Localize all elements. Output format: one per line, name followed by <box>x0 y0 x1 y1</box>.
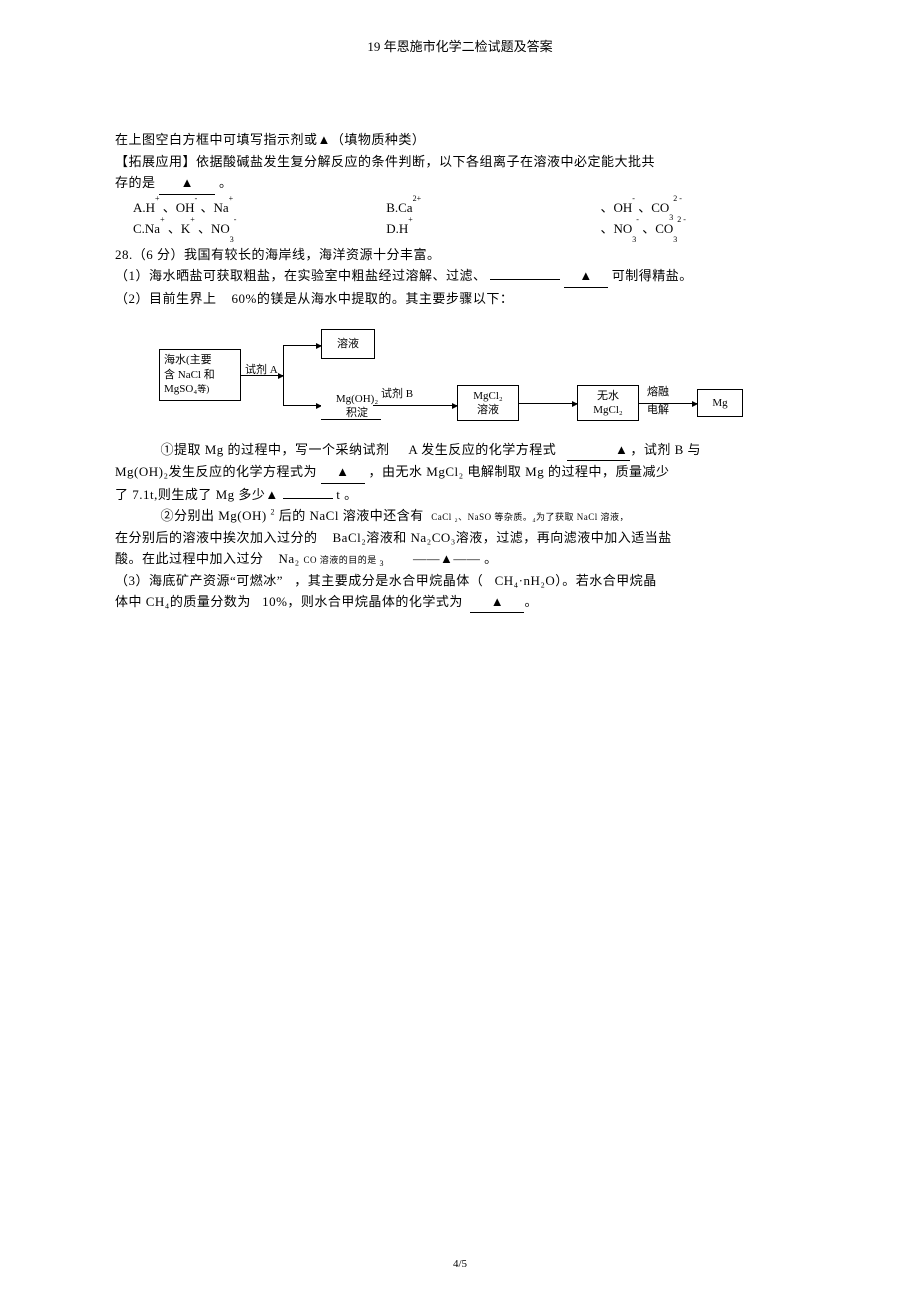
q28-head: 28.（6 分）我国有较长的海岸线，海洋资源十分丰富。 <box>115 244 805 265</box>
p-6: 酸。在此过程中加入过分 Na₂ CO 溶液的目的是 3 ——▲—— 。 <box>115 548 805 569</box>
p-3: 了 7.1t,则生成了 Mg 多少▲ t 。 <box>115 484 805 505</box>
option-row-2: C.Na+ 、K+ 、NO3- D.H+ 、NO3- 、CO32 - <box>133 218 805 239</box>
p-7: （3）海底矿产资源“可燃冰” ，其主要成分是水合甲烷晶体（ CH₄·nH₂O）。… <box>115 570 805 591</box>
option-b: B.Ca2+ <box>386 197 600 218</box>
flow-node-solution: 溶液 <box>321 329 375 359</box>
p6-small: CO 溶液的目的是 3 <box>303 555 386 565</box>
blank <box>567 439 630 461</box>
line-2b: 存的是 。 <box>115 172 805 194</box>
p-8: 体中 CH₄的质量分数为 10%，则水合甲烷晶体的化学式为 。 <box>115 591 805 613</box>
page-number: 4/5 <box>453 1258 467 1270</box>
q28-2: （2）目前生界上 60%的镁是从海水中提取的。其主要步骤以下： <box>115 288 805 309</box>
p-1: ①提取 Mg 的过程中，写一个采纳试剂 A 发生反应的化学方程式 ，试剂 B 与 <box>115 439 805 461</box>
line-2a: 【拓展应用】依据酸碱盐发生复分解反应的条件判断，以下各组离子在溶液中必定能大批共 <box>115 151 805 172</box>
flow-arrow-5 <box>639 403 697 404</box>
option-d: D.H+ <box>386 218 600 239</box>
blank-tri <box>564 265 608 287</box>
flow-arrow-down <box>283 405 321 406</box>
flow-underline-1 <box>321 419 381 420</box>
page-footer: 4/5 <box>0 1255 920 1273</box>
flow-node-anhydrous: 无水 MgCl₂ <box>577 385 639 421</box>
flow-node-seawater: 海水(主要 含 NaCl 和 MgSO₄等) <box>159 349 241 401</box>
option-block: A.H+ 、OH- 、Na+ B.Ca2+ 、OH- 、CO32 - C.Na+… <box>115 197 805 240</box>
line-1: 在上图空白方框中可填写指示剂或▲（填物质种类） <box>115 129 805 150</box>
q28-1: （1）海水晒盐可获取粗盐，在实验室中粗盐经过溶解、过滤、 可制得精盐。 <box>115 265 805 287</box>
blank <box>470 591 524 613</box>
flow-arrow-3 <box>373 405 457 406</box>
p-2: Mg(OH)₂发生反应的化学方程式为 ，由无水 MgCl₂ 电解制取 Mg 的过… <box>115 461 805 483</box>
flow-branch <box>283 345 284 405</box>
page: 19 年恩施市化学二检试题及答案 在上图空白方框中可填写指示剂或▲（填物质种类）… <box>0 0 920 1303</box>
p-4: ②分别出 Mg(OH) 2 后的 NaCl 溶液中还含有 CaCl ₂、NaSO… <box>115 505 805 526</box>
blank <box>283 485 333 499</box>
flow-arrow-4 <box>519 403 577 404</box>
option-b-rest: 、OH- 、CO32 - <box>600 197 805 218</box>
blank-answer <box>159 172 215 194</box>
flow-node-mgcl2-sol: MgCl₂ 溶液 <box>457 385 519 421</box>
flowchart: 海水(主要 含 NaCl 和 MgSO₄等) 试剂 A 溶液 Mg(OH)₂ 积… <box>141 323 805 427</box>
blank <box>321 461 365 483</box>
page-header: 19 年恩施市化学二检试题及答案 <box>115 36 805 57</box>
flow-label-reagent-b: 试剂 B <box>381 385 413 403</box>
flow-label-reagent-a: 试剂 A <box>245 361 278 379</box>
blank <box>490 266 560 280</box>
p-5: 在分别后的溶液中挨次加入过分的 BaCl₂溶液和 Na₂CO₃溶液，过滤，再向滤… <box>115 527 805 548</box>
flow-arrow-up <box>283 345 321 346</box>
flow-node-mg: Mg <box>697 389 743 417</box>
option-d-rest: 、NO3- 、CO32 - <box>600 218 805 239</box>
option-a: A.H+ 、OH- 、Na+ <box>133 197 386 218</box>
option-c: C.Na+ 、K+ 、NO3- <box>133 218 386 239</box>
header-title: 19 年恩施市化学二检试题及答案 <box>367 39 552 54</box>
flow-label-melt: 熔融 <box>647 383 669 401</box>
